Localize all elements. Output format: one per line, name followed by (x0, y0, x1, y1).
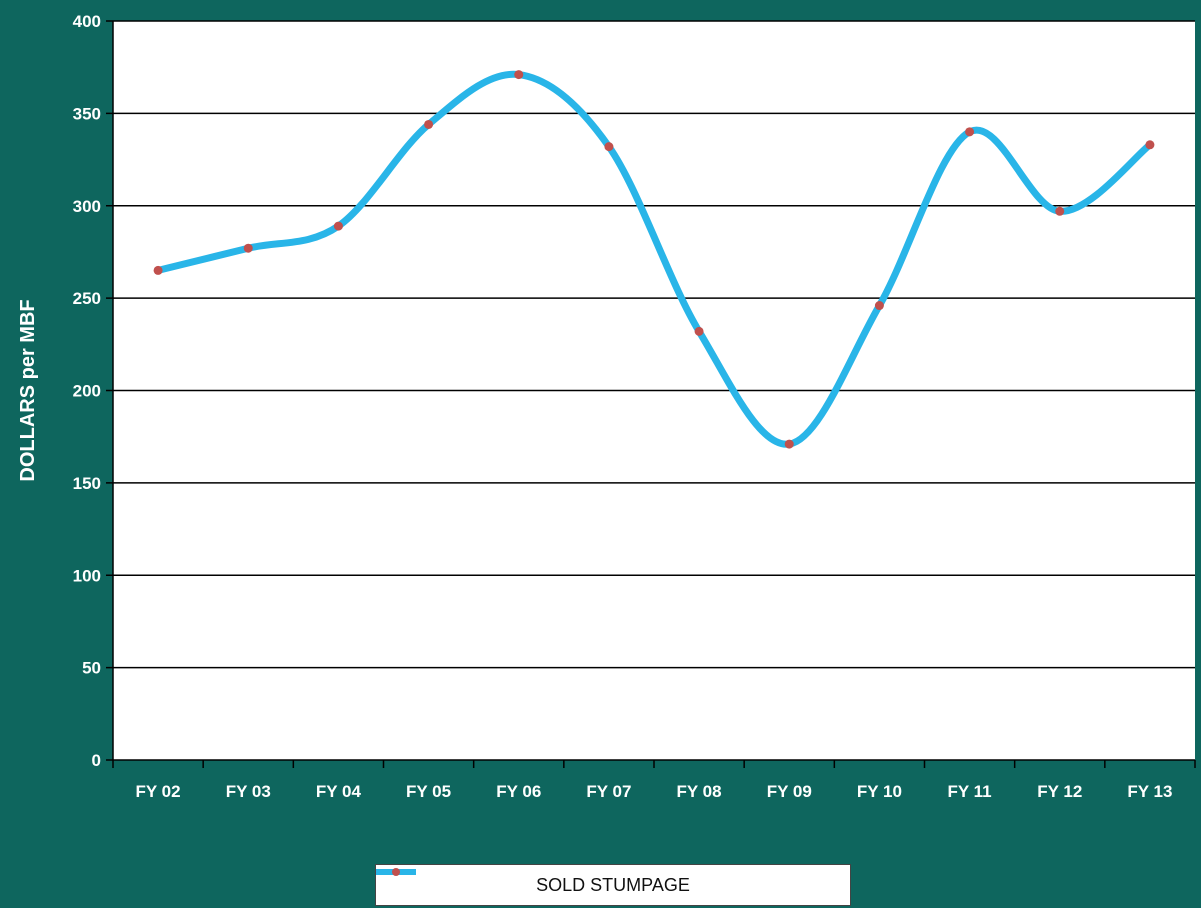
y-tick-label: 100 (73, 566, 101, 585)
y-tick-labels: 0 50 100 150 200 250 300 350 400 (73, 12, 101, 770)
y-tick-label: 350 (73, 104, 101, 123)
data-point-fy-10 (874, 301, 884, 311)
y-axis-title: DOLLARS per MBF (17, 299, 39, 481)
x-tick-label: FY 06 (496, 782, 541, 801)
legend-swatch (376, 868, 416, 876)
y-tick-label: 0 (92, 751, 101, 770)
y-tick-label: 50 (82, 659, 101, 678)
x-tick-label: FY 09 (767, 782, 812, 801)
x-tick-label: FY 02 (136, 782, 181, 801)
gridlines (106, 20, 1195, 761)
data-point-fy-03 (243, 243, 253, 253)
y-tick-label: 250 (73, 289, 101, 308)
data-point-fy-08 (694, 326, 704, 336)
x-tick-label: FY 11 (948, 782, 992, 801)
x-tick-label: FY 08 (677, 782, 722, 801)
data-point-fy-04 (333, 221, 343, 231)
x-tick-label: FY 10 (857, 782, 902, 801)
legend-marker (392, 868, 400, 876)
y-tick-label: 400 (73, 12, 101, 31)
x-tick-label: FY 04 (316, 782, 362, 801)
x-tick-label: FY 07 (586, 782, 631, 801)
data-point-fy-06 (514, 70, 524, 80)
series-sold-stumpage (153, 70, 1155, 449)
data-point-fy-02 (153, 265, 163, 275)
y-tick-label: 200 (73, 382, 101, 401)
x-tick-labels: FY 02 FY 03 FY 04 FY 05 FY 06 FY 07 FY 08 FY 09… (136, 782, 1173, 801)
y-tick-label: 150 (73, 474, 101, 493)
data-point-fy-05 (424, 119, 434, 129)
legend: SOLD STUMPAGE (375, 864, 851, 906)
x-tick-label: FY 03 (226, 782, 271, 801)
data-point-fy-09 (784, 439, 794, 449)
x-tick-label: FY 05 (406, 782, 451, 801)
y-tick-label: 300 (73, 197, 101, 216)
series-line-sold-stumpage (154, 70, 1154, 448)
axes (112, 21, 1196, 768)
data-point-fy-11 (965, 127, 975, 137)
data-point-fy-07 (604, 142, 614, 152)
x-tick-label: FY 12 (1037, 782, 1082, 801)
data-point-fy-13 (1145, 140, 1155, 150)
legend-label: SOLD STUMPAGE (536, 874, 690, 895)
x-tick-label: FY 13 (1127, 782, 1172, 801)
data-point-fy-12 (1055, 206, 1065, 216)
